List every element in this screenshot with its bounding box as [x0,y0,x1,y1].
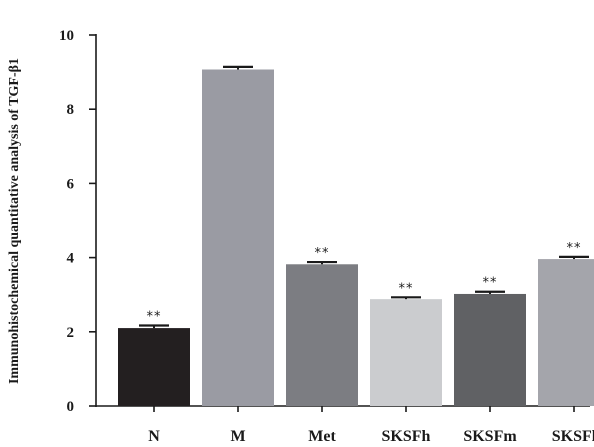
x-axis: N M Met SKSFh SKSFm SKSFl [96,405,594,445]
labels: ** ** ** ** ** [147,241,582,325]
x-tick-label: SKSFm [463,428,517,445]
bars [118,65,594,407]
x-tick-label: N [148,428,160,445]
significance-label: ** [483,276,498,291]
x-tick-label: SKSFl [552,428,594,445]
y-axis-title: Immunohistochemical quantitative analysi… [7,58,22,384]
significance-label: ** [315,246,330,261]
significance-label: ** [399,281,414,296]
y-tick-label: 6 [67,176,75,192]
y-axis: 0 2 4 6 8 10 [59,28,97,415]
bar-sksfl [538,259,594,406]
y-tick-label: 8 [67,102,75,118]
y-tick-label: 0 [67,399,75,415]
significance-label: ** [147,309,162,324]
x-tick-label: Met [308,428,336,445]
bar-sksfm [454,293,526,406]
x-tick-label: SKSFh [382,428,431,445]
y-tick-label: 4 [67,251,75,267]
significance-label: ** [567,241,582,256]
x-tick-label: M [230,428,245,445]
bar-m [202,69,274,407]
y-tick-label: 2 [67,325,75,341]
bar-sksfh [370,299,442,406]
bar-met [286,264,358,406]
bar-n [118,328,190,406]
y-tick-label: 10 [59,28,74,44]
